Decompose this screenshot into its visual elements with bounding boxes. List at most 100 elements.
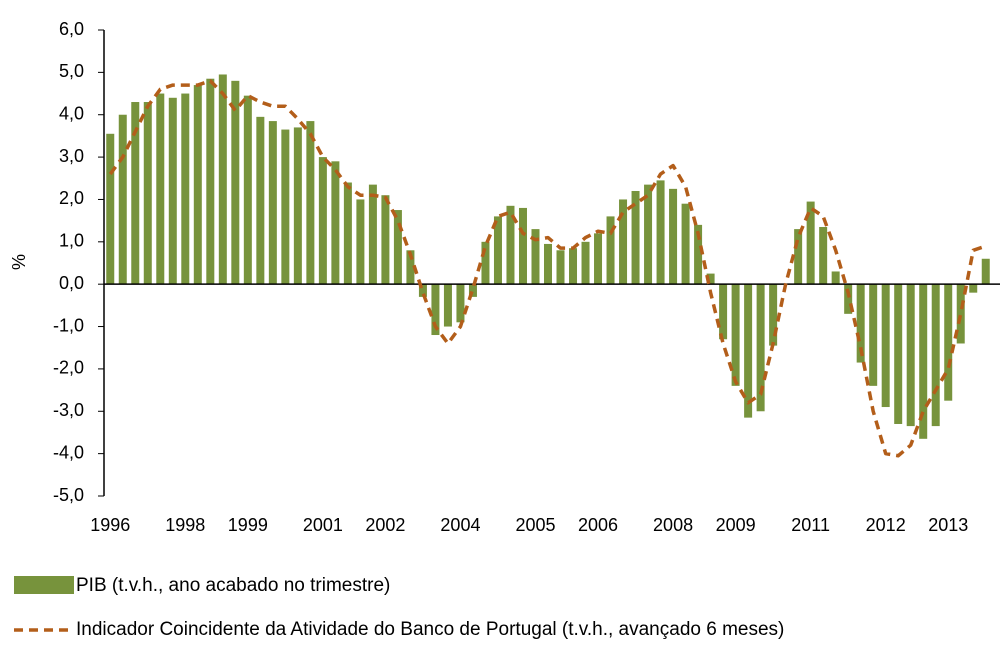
- bar: [894, 284, 903, 424]
- bar: [393, 210, 402, 285]
- bar: [756, 284, 765, 412]
- bar: [206, 78, 215, 285]
- bar: [744, 284, 753, 418]
- bar: [706, 273, 715, 285]
- bar: [931, 284, 940, 427]
- bar: [819, 226, 828, 285]
- bar: [619, 199, 628, 285]
- y-tick-label: 3,0: [59, 146, 84, 166]
- y-tick-label: 4,0: [59, 103, 84, 123]
- x-tick-label: 2013: [928, 515, 968, 535]
- bar: [581, 241, 590, 285]
- x-tick-label: 2009: [716, 515, 756, 535]
- bar: [118, 114, 127, 285]
- y-tick-label: -2,0: [53, 358, 84, 378]
- bar: [669, 188, 678, 285]
- legend-swatch: [14, 576, 74, 594]
- bar: [969, 284, 978, 293]
- x-tick-label: 1998: [165, 515, 205, 535]
- bar: [456, 284, 465, 323]
- bar: [243, 95, 252, 285]
- x-tick-label: 2004: [440, 515, 480, 535]
- bar: [694, 224, 703, 285]
- bar: [406, 250, 415, 285]
- bar: [556, 250, 565, 285]
- x-tick-label: 2011: [791, 515, 830, 535]
- bar: [106, 133, 115, 285]
- y-tick-label: -4,0: [53, 442, 84, 462]
- bar: [343, 182, 352, 285]
- x-tick-label: 2012: [866, 515, 906, 535]
- y-tick-label: 6,0: [59, 19, 84, 39]
- bar: [181, 93, 190, 285]
- x-tick-label: 2001: [303, 515, 343, 535]
- bar: [531, 229, 540, 285]
- bar: [644, 184, 653, 285]
- bar: [831, 271, 840, 285]
- y-tick-label: -1,0: [53, 315, 84, 335]
- bar: [381, 195, 390, 285]
- y-axis-label: %: [9, 254, 29, 270]
- y-tick-label: -3,0: [53, 400, 84, 420]
- y-tick-label: -5,0: [53, 485, 84, 505]
- x-tick-label: 2006: [578, 515, 618, 535]
- bar: [281, 129, 290, 285]
- bar: [168, 97, 177, 285]
- bar: [656, 180, 665, 285]
- x-tick-label: 1999: [228, 515, 268, 535]
- bar: [481, 241, 490, 285]
- bar: [906, 284, 915, 427]
- bar: [956, 284, 965, 344]
- bar: [869, 284, 878, 386]
- bar: [156, 93, 165, 285]
- x-tick-label: 2002: [365, 515, 405, 535]
- bar: [981, 258, 990, 285]
- bar: [856, 284, 865, 363]
- bar: [544, 243, 552, 285]
- bar: [368, 184, 377, 285]
- legend-label: Indicador Coincidente da Atividade do Ba…: [76, 619, 784, 640]
- line: [108, 79, 987, 458]
- bar: [493, 216, 502, 285]
- bar: [131, 102, 140, 285]
- bar: [293, 127, 302, 285]
- x-tick-label: 2008: [653, 515, 693, 535]
- bar: [431, 284, 440, 336]
- x-tick-label: 1996: [90, 515, 130, 535]
- bar: [256, 116, 265, 285]
- bar: [231, 80, 240, 285]
- bar: [356, 199, 365, 285]
- y-tick-label: 2,0: [59, 188, 84, 208]
- y-tick-label: 0,0: [59, 273, 84, 293]
- bar: [881, 284, 890, 408]
- bar: [193, 85, 202, 285]
- bar: [143, 102, 152, 285]
- bar: [944, 284, 953, 401]
- bar: [506, 205, 515, 285]
- bar: [518, 207, 527, 285]
- bar: [919, 284, 928, 439]
- bar: [569, 248, 578, 285]
- bar: [844, 284, 853, 314]
- y-tick-label: 5,0: [59, 61, 84, 81]
- bar: [681, 203, 690, 285]
- bar: [794, 229, 803, 285]
- bar: [719, 284, 728, 340]
- bar: [631, 190, 640, 285]
- bar: [769, 284, 778, 346]
- bar: [594, 233, 603, 285]
- bar: [606, 216, 615, 285]
- bar: [331, 161, 340, 285]
- bar: [306, 121, 315, 285]
- bar: [268, 121, 277, 285]
- bar: [443, 284, 452, 327]
- x-tick-label: 2005: [515, 515, 555, 535]
- bar: [806, 201, 815, 285]
- bar: [468, 284, 477, 297]
- bar: [418, 284, 427, 297]
- y-tick-label: 1,0: [59, 231, 84, 251]
- bar: [318, 157, 327, 285]
- legend-label: PIB (t.v.h., ano acabado no trimestre): [76, 575, 390, 596]
- bar: [731, 284, 740, 386]
